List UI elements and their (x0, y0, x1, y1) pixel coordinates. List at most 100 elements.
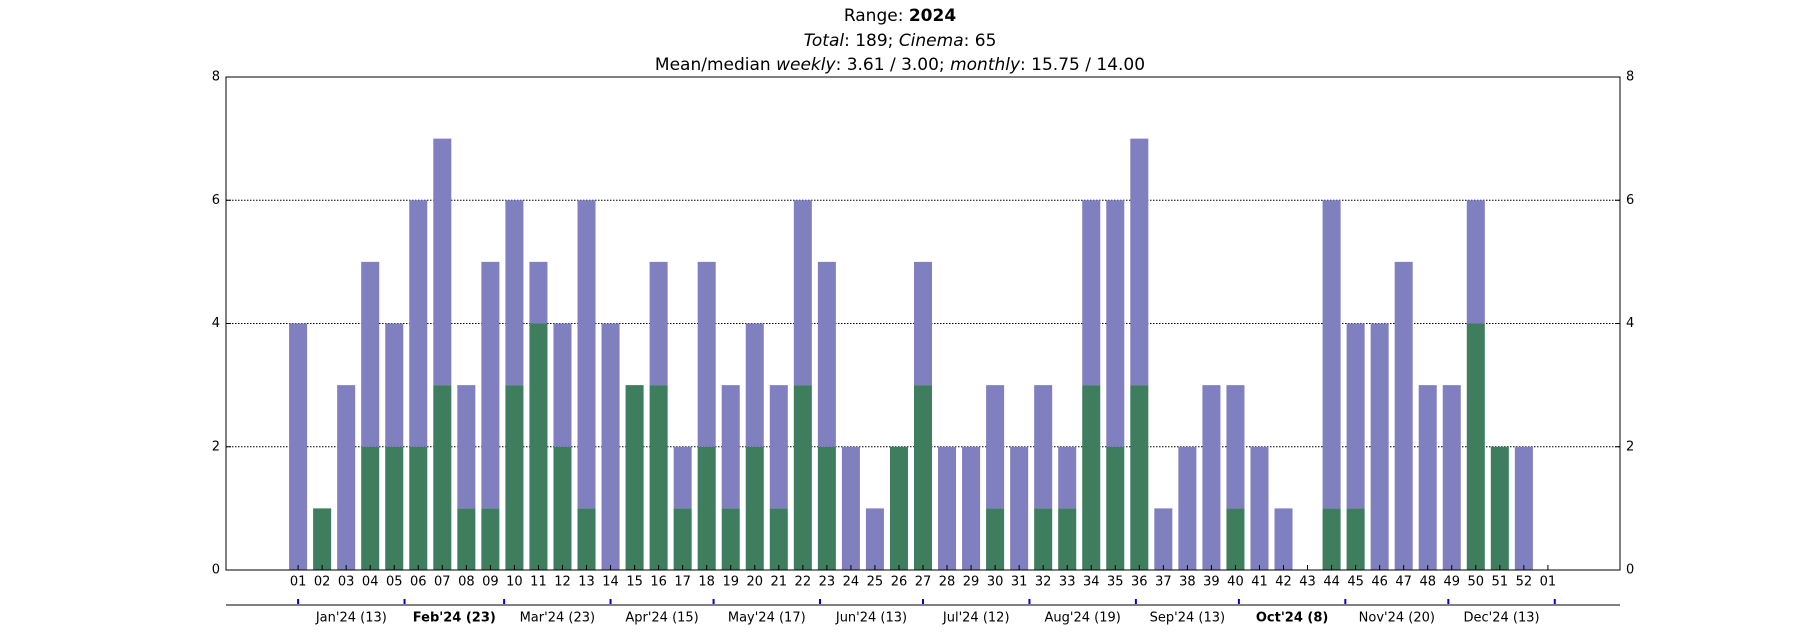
x-tick-label: 51 (1492, 575, 1509, 590)
bar-segment (697, 261, 716, 447)
bar-segment (1466, 200, 1485, 324)
x-tick-label: 13 (578, 575, 595, 590)
x-tick-label: 26 (891, 575, 908, 590)
bar-segment (1130, 138, 1149, 386)
bar-segment (1322, 200, 1341, 509)
bar-segment (1394, 261, 1413, 570)
bar-segment (889, 446, 908, 570)
x-tick-label: 35 (1107, 575, 1124, 590)
bar-segment (529, 323, 548, 570)
bar-segment (817, 261, 836, 447)
x-tick-label: 48 (1419, 575, 1436, 590)
y2-tick-label: 4 (1626, 316, 1634, 331)
x-tick-label: 52 (1516, 575, 1533, 590)
chart-stats: Mean/median weekly: 3.61 / 3.00; monthly… (655, 55, 1145, 75)
month-label: May'24 (17) (728, 611, 806, 626)
title-run: weekly (776, 55, 836, 75)
month-label: Dec'24 (13) (1463, 611, 1539, 626)
bar-segment (433, 138, 452, 386)
month-label: Jul'24 (12) (942, 611, 1010, 626)
x-tick-label: 49 (1443, 575, 1460, 590)
bar-segment (793, 200, 812, 386)
bar-segment (865, 508, 884, 570)
bar-segment (1442, 385, 1461, 570)
bar-segment (553, 323, 572, 447)
x-tick-label: 09 (482, 575, 499, 590)
x-tick-label: 06 (410, 575, 427, 590)
bar-segment (313, 508, 332, 570)
x-tick-label: 36 (1131, 575, 1148, 590)
title-run: Mean/median (655, 55, 776, 75)
x-tick-label: 32 (1035, 575, 1052, 590)
bar-segment (1082, 200, 1101, 386)
bar-segment (409, 446, 428, 570)
x-tick-label: 03 (338, 575, 355, 590)
bar-segment (745, 323, 764, 447)
x-tick-label: 45 (1347, 575, 1364, 590)
bar-segment (817, 446, 836, 570)
title-run: : 3.61 / 3.00; (836, 55, 951, 75)
y-tick-label: 8 (212, 70, 220, 85)
bar-segment (769, 385, 788, 509)
bar-segment (1130, 385, 1149, 570)
bar-segment (1010, 446, 1029, 570)
bar-segment (913, 385, 933, 570)
bar-segment (1058, 508, 1077, 570)
bar-segment (481, 261, 500, 509)
x-tick-label: 16 (650, 575, 667, 590)
x-tick-label: 40 (1227, 575, 1244, 590)
x-tick-label: 10 (506, 575, 523, 590)
x-tick-label: 07 (434, 575, 451, 590)
bar-segment (793, 385, 812, 570)
bar-segment (841, 446, 860, 570)
bar-segment (1034, 508, 1053, 570)
bar-segment (361, 446, 380, 570)
x-tick-label: 50 (1468, 575, 1485, 590)
y-tick-label: 2 (212, 439, 220, 454)
month-label: Nov'24 (20) (1359, 611, 1435, 626)
month-label: Jan'24 (13) (315, 611, 387, 626)
title-run: Range: (844, 6, 909, 26)
x-tick-label: 21 (771, 575, 788, 590)
y2-tick-label: 0 (1626, 563, 1634, 578)
bar-segment (649, 261, 668, 386)
title-run: : 189; (844, 31, 899, 51)
x-tick-label: 20 (746, 575, 763, 590)
title-run: Cinema (899, 31, 964, 51)
x-tick-label: 27 (915, 575, 932, 590)
x-tick-label: 34 (1083, 575, 1100, 590)
x-tick-label: 25 (867, 575, 884, 590)
bar-segment (1418, 385, 1437, 570)
bar-segment (1106, 446, 1125, 570)
title-run: monthly (950, 55, 1021, 75)
bar-segment (529, 261, 548, 324)
bar-segment (721, 508, 740, 570)
x-tick-label: 04 (362, 575, 379, 590)
x-tick-label: 42 (1275, 575, 1292, 590)
x-tick-label: 43 (1299, 575, 1316, 590)
y2-tick-label: 2 (1626, 439, 1634, 454)
x-tick-label: 39 (1203, 575, 1220, 590)
x-tick-label: 02 (314, 575, 331, 590)
bar-segment (1202, 385, 1221, 570)
bar-segment (409, 200, 428, 447)
bar-segment (649, 385, 668, 570)
bar-segment (385, 323, 404, 447)
bar-segment (481, 508, 500, 570)
x-tick-label: 28 (939, 575, 956, 590)
x-tick-label: 15 (626, 575, 643, 590)
bar-segment (1490, 446, 1509, 570)
bar-segment (577, 200, 596, 509)
x-tick-label: 22 (795, 575, 812, 590)
bar-segment (457, 385, 476, 509)
bar-segment (1058, 446, 1077, 509)
x-tick-label: 33 (1059, 575, 1076, 590)
month-label: Sep'24 (13) (1150, 611, 1225, 626)
x-tick-label: 44 (1323, 575, 1340, 590)
bar-segment (673, 446, 692, 509)
x-tick-label: 46 (1371, 575, 1388, 590)
title-run: Total (804, 31, 845, 51)
x-tick-label: 37 (1155, 575, 1172, 590)
bar-segment (745, 446, 764, 570)
bar-segment (1154, 508, 1173, 570)
